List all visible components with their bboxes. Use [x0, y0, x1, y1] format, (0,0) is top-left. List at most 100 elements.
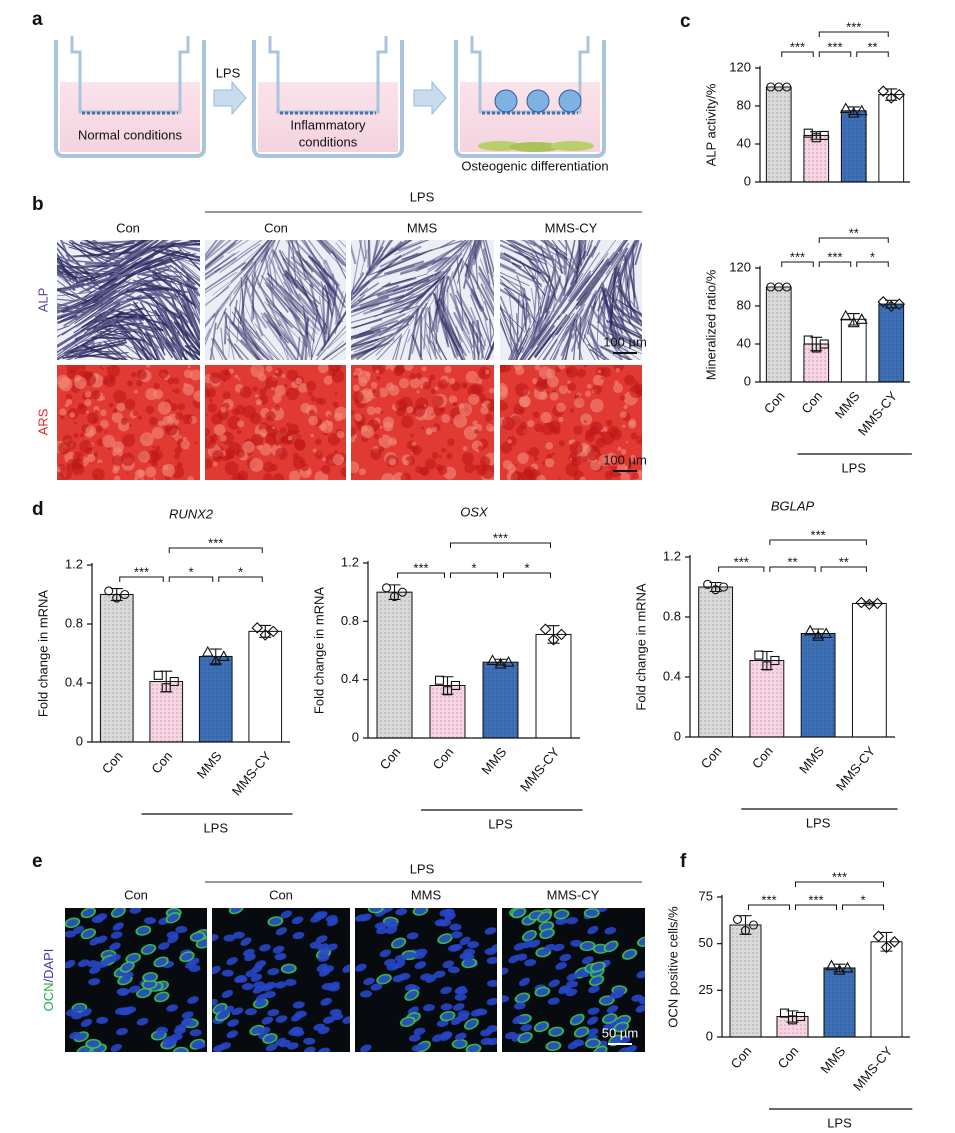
nucleus [516, 994, 529, 1002]
nucleus [449, 923, 462, 931]
deposit [162, 463, 176, 477]
deposit [539, 391, 548, 400]
fiber [158, 267, 182, 274]
fiber [351, 294, 405, 314]
fiber [65, 255, 132, 260]
deposit [450, 421, 453, 424]
fiber [192, 289, 200, 309]
nucleus [253, 981, 266, 989]
fiber [57, 241, 97, 282]
data-point [855, 104, 868, 116]
deposit [546, 375, 559, 388]
data-point [442, 686, 453, 696]
beaker [252, 36, 404, 158]
deposit [519, 421, 527, 429]
nucleus [292, 1001, 305, 1009]
nucleus [231, 1007, 244, 1016]
fiber [483, 300, 494, 334]
fiber [264, 281, 301, 321]
fiber [606, 240, 628, 267]
nucleus [594, 1047, 606, 1052]
deposit [252, 385, 259, 392]
deposit [552, 427, 561, 435]
nucleus [282, 965, 295, 973]
fiber [604, 240, 625, 267]
deposit [222, 391, 231, 400]
deposit [299, 459, 304, 464]
fiber [536, 266, 540, 329]
nucleus [592, 963, 604, 971]
fiber [104, 328, 146, 343]
nucleus [360, 1044, 372, 1052]
deposit [374, 406, 382, 415]
fiber [587, 320, 599, 359]
deposit [91, 468, 105, 480]
nucleus [187, 996, 199, 1004]
x-tick-label: Con [761, 388, 788, 416]
fiber [212, 337, 228, 360]
fiber [272, 286, 318, 335]
deposit [354, 367, 363, 376]
nucleus [317, 954, 330, 962]
deposit [205, 436, 216, 449]
fiber [406, 279, 440, 311]
nucleus [218, 1009, 230, 1018]
data-point [812, 630, 825, 641]
nucleus [109, 942, 121, 951]
deposit [533, 456, 539, 462]
fiber [489, 319, 492, 342]
fiber [542, 312, 575, 360]
fiber [131, 242, 177, 268]
nucleus [600, 996, 613, 1005]
y-tick-label: 0 [744, 173, 751, 188]
deposit [152, 477, 156, 480]
deposit [558, 365, 566, 370]
deposit [617, 446, 622, 451]
deposit [137, 415, 143, 421]
fiber [602, 242, 630, 284]
fiber [616, 284, 642, 316]
nucleus [128, 985, 141, 993]
data-point [782, 282, 792, 292]
nucleus [80, 1008, 92, 1017]
nucleus [566, 917, 578, 925]
fiber [180, 297, 200, 337]
deposit [558, 477, 561, 480]
fiber [358, 284, 400, 302]
nucleus [454, 1032, 467, 1041]
fiber [211, 265, 253, 319]
fiber [133, 304, 172, 352]
y-tick-label: 25 [699, 982, 713, 997]
fiber [610, 248, 624, 266]
deposit [65, 393, 73, 401]
deposit [182, 383, 195, 396]
deposit [287, 435, 293, 441]
deposit [136, 369, 147, 380]
fiber [227, 240, 250, 254]
deposit [288, 470, 301, 480]
x-tick-label: MMS [817, 1043, 848, 1076]
fiber [303, 240, 323, 270]
deposit [619, 395, 626, 401]
y-axis-label: Mineralized ratio/% [703, 269, 718, 380]
fiber [533, 333, 552, 357]
fiber [258, 240, 276, 289]
bar [840, 318, 867, 383]
fiber [351, 315, 415, 347]
nucleus [436, 1019, 449, 1027]
nucleus [109, 954, 121, 962]
nucleus [455, 987, 468, 995]
nucleus [191, 933, 204, 941]
nucleus [320, 997, 332, 1006]
fiber [470, 291, 483, 313]
fiber [182, 348, 200, 360]
nucleus [406, 932, 419, 940]
nucleus [465, 1019, 477, 1029]
deposit [207, 402, 218, 413]
fiber [558, 249, 580, 303]
deposit [567, 380, 571, 384]
nucleus [414, 961, 427, 970]
fiber [365, 246, 384, 276]
deposit [601, 367, 612, 377]
nucleus [369, 908, 382, 912]
